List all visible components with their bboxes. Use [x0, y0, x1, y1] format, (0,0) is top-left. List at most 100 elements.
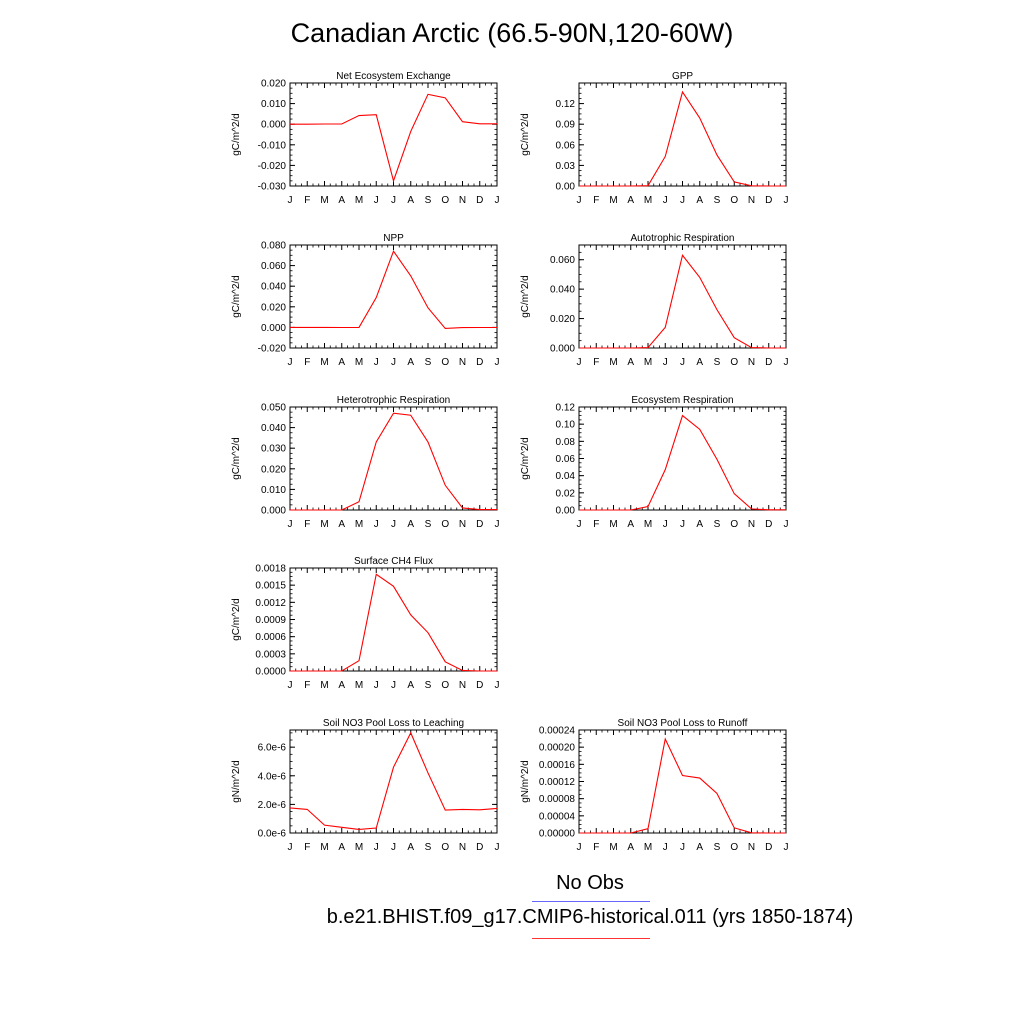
x-tick-label: D [476, 357, 483, 368]
y-tick-label: 0.02 [556, 488, 576, 499]
x-tick-label: J [784, 842, 789, 853]
y-tick-label: -0.010 [258, 140, 287, 151]
y-tick-label: 0.040 [550, 285, 575, 296]
panel-8: J F M A M J J A S O N D J0.0e-62.0e-64.0e-66.0e-6gN/… [231, 718, 500, 853]
x-tick-label: J [288, 842, 293, 853]
x-tick-label: M [355, 680, 363, 691]
plot-frame [289, 82, 498, 187]
x-tick-label: A [407, 519, 414, 530]
y-tick-label: 0.00 [556, 182, 576, 193]
x-tick-label: J [663, 519, 668, 530]
series-line [290, 573, 497, 672]
x-tick-label: J [288, 195, 293, 206]
x-tick-label: S [714, 195, 721, 206]
x-tick-label: J [374, 195, 379, 206]
panel-title: Surface CH4 Flux [354, 556, 433, 567]
y-axis-label: gC/m^2/d [231, 437, 242, 480]
x-tick-label: J [495, 195, 500, 206]
x-tick-label: N [748, 842, 755, 853]
y-tick-label: 0.000 [261, 323, 286, 334]
x-tick-label: A [407, 842, 414, 853]
x-tick-label: M [355, 195, 363, 206]
x-tick-label: F [304, 519, 310, 530]
x-tick-label: J [577, 357, 582, 368]
x-tick-label: D [476, 519, 483, 530]
x-tick-label: J [374, 357, 379, 368]
y-tick-label: 0.0006 [255, 632, 286, 643]
legend-case-line [532, 938, 650, 939]
x-tick-label: J [374, 680, 379, 691]
x-tick-label: O [441, 680, 449, 691]
x-tick-label: J [374, 842, 379, 853]
x-tick-label: M [320, 519, 328, 530]
y-tick-label: 0.010 [261, 485, 286, 496]
x-tick-label: F [304, 680, 310, 691]
y-tick-label: 0.00 [556, 506, 576, 517]
y-tick-label: 0.0000 [255, 667, 286, 678]
x-tick-label: O [441, 357, 449, 368]
legend-obs-label: No Obs [556, 872, 624, 894]
x-tick-label: O [730, 195, 738, 206]
x-tick-label: A [407, 680, 414, 691]
x-tick-label: A [627, 357, 634, 368]
x-tick-label: O [730, 357, 738, 368]
x-tick-label: O [441, 519, 449, 530]
x-tick-label: M [609, 195, 617, 206]
y-tick-label: -0.030 [258, 182, 287, 193]
x-tick-label: J [680, 842, 685, 853]
x-tick-label: F [304, 357, 310, 368]
x-tick-label: J [391, 195, 396, 206]
x-tick-label: N [748, 357, 755, 368]
x-tick-label: F [593, 842, 599, 853]
y-tick-label: 0.00016 [539, 760, 576, 771]
x-tick-label: J [391, 519, 396, 530]
y-tick-label: 0.00012 [539, 777, 576, 788]
x-tick-label: J [577, 842, 582, 853]
y-tick-label: 0.06 [556, 140, 576, 151]
x-tick-label: M [609, 519, 617, 530]
plot-frame [578, 406, 787, 511]
x-tick-label: S [714, 357, 721, 368]
x-tick-label: N [748, 195, 755, 206]
x-tick-label: J [288, 519, 293, 530]
x-tick-label: S [714, 519, 721, 530]
x-tick-label: M [644, 357, 652, 368]
x-tick-label: J [391, 680, 396, 691]
y-tick-label: 0.10 [556, 420, 576, 431]
series-line [290, 250, 497, 329]
x-tick-label: J [784, 357, 789, 368]
y-axis-label: gC/m^2/d [520, 275, 531, 318]
x-tick-label: J [663, 195, 668, 206]
y-tick-label: 0.020 [261, 79, 286, 90]
y-axis-label: gC/m^2/d [231, 598, 242, 641]
x-tick-label: A [627, 195, 634, 206]
y-tick-label: 0.020 [261, 302, 286, 313]
y-tick-label: 0.12 [556, 99, 576, 110]
y-tick-label: 0.09 [556, 120, 576, 131]
x-tick-label: N [459, 519, 466, 530]
x-tick-label: J [663, 357, 668, 368]
x-tick-label: S [425, 842, 432, 853]
panel-5: J F M A M J J A S O N D J0.0000.0100.0200.0300.0400.… [231, 395, 500, 530]
y-tick-label: 0.020 [261, 464, 286, 475]
x-tick-label: M [320, 195, 328, 206]
x-tick-label: J [288, 680, 293, 691]
x-tick-label: J [680, 195, 685, 206]
x-tick-label: M [320, 357, 328, 368]
x-tick-label: F [593, 519, 599, 530]
y-tick-label: 0.030 [261, 444, 286, 455]
y-tick-label: -0.020 [258, 161, 287, 172]
x-tick-label: S [425, 357, 432, 368]
x-tick-label: N [748, 519, 755, 530]
series-line [289, 731, 498, 830]
x-tick-label: M [609, 357, 617, 368]
series-line [290, 93, 497, 183]
y-tick-label: 2.0e-6 [258, 800, 287, 811]
y-axis-label: gN/m^2/d [520, 760, 531, 803]
x-tick-label: F [304, 842, 310, 853]
y-tick-label: 0.0018 [255, 564, 286, 575]
x-tick-label: A [338, 195, 345, 206]
x-tick-label: J [374, 519, 379, 530]
y-axis-label: gC/m^2/d [231, 275, 242, 318]
